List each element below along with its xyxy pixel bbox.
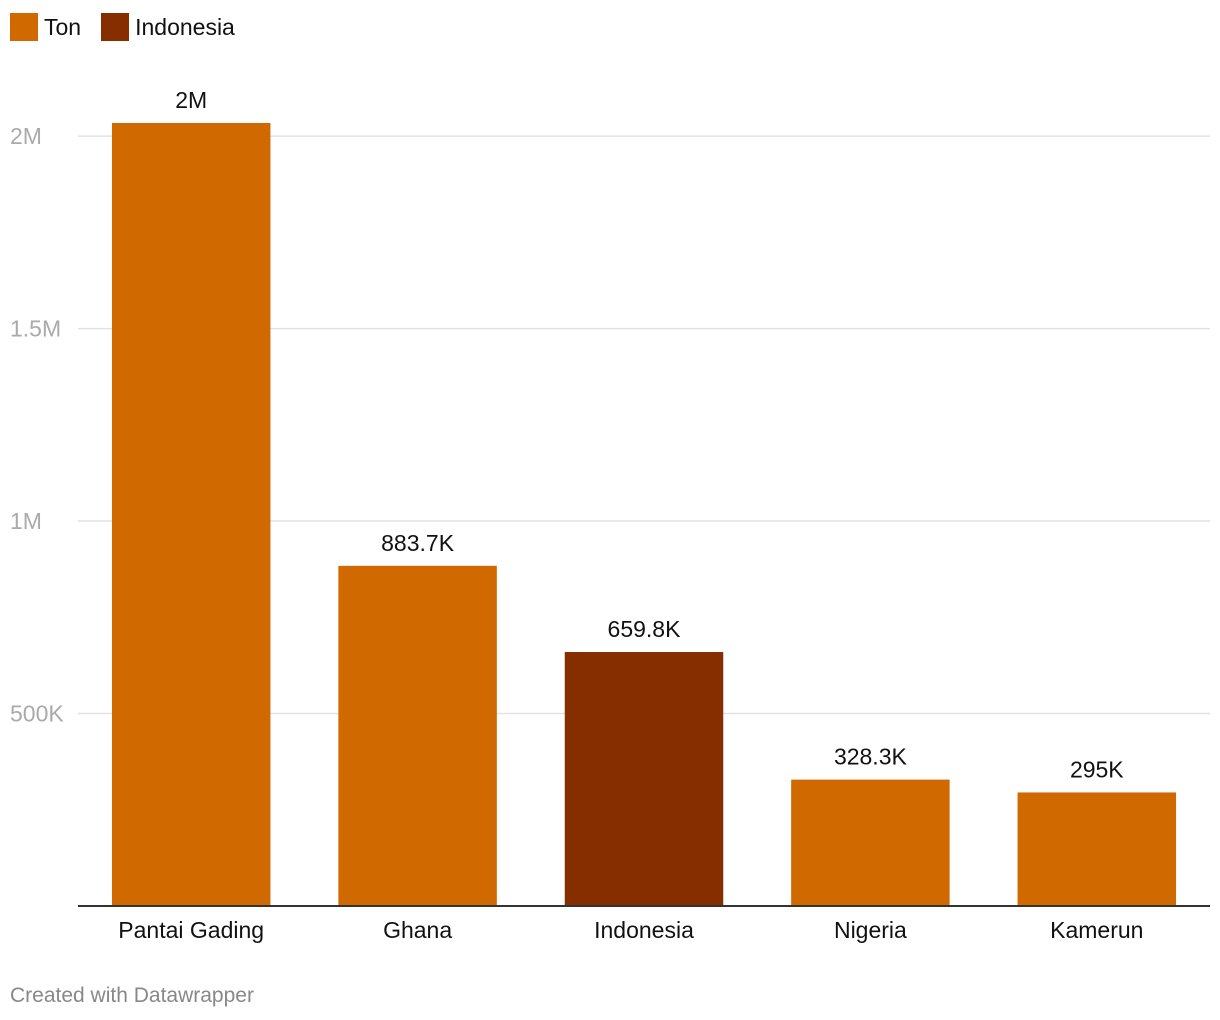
bar-value-label: 295K: [1070, 756, 1124, 782]
legend-swatch-indonesia: [101, 13, 130, 41]
bar: [791, 779, 950, 906]
footer-credit: Created with Datawrapper: [10, 984, 254, 1007]
bar: [338, 565, 497, 906]
x-tick-label: Pantai Gading: [118, 917, 264, 943]
legend-label-ton: Ton: [44, 13, 82, 40]
bar-value-label: 883.7K: [381, 530, 455, 556]
bar: [111, 123, 271, 906]
legend-item-indonesia: Indonesia: [101, 13, 235, 41]
bar: [564, 652, 724, 906]
y-tick-label: 500K: [10, 701, 64, 727]
x-tick-label: Kamerun: [1050, 917, 1143, 943]
legend: Ton Indonesia: [10, 13, 255, 41]
bar-value-label: 328.3K: [834, 744, 908, 770]
x-tick-label: Indonesia: [594, 917, 694, 943]
bar-chart: 500K 1M 1.5M 2M 2M Pantai Gading 883.7K Ghana 65…: [10, 87, 1210, 943]
y-tick-label: 2M: [10, 123, 42, 149]
legend-item-ton: Ton: [10, 13, 81, 41]
legend-swatch-ton: [10, 13, 38, 41]
bar-value-label: 2M: [175, 87, 207, 113]
bar: [1017, 792, 1177, 906]
x-tick-label: Nigeria: [834, 917, 907, 943]
y-tick-label: 1.5M: [10, 316, 61, 342]
legend-label-indonesia: Indonesia: [135, 13, 235, 40]
y-tick-label: 1M: [10, 508, 42, 534]
bar-value-label: 659.8K: [608, 616, 682, 642]
x-tick-label: Ghana: [383, 917, 452, 943]
